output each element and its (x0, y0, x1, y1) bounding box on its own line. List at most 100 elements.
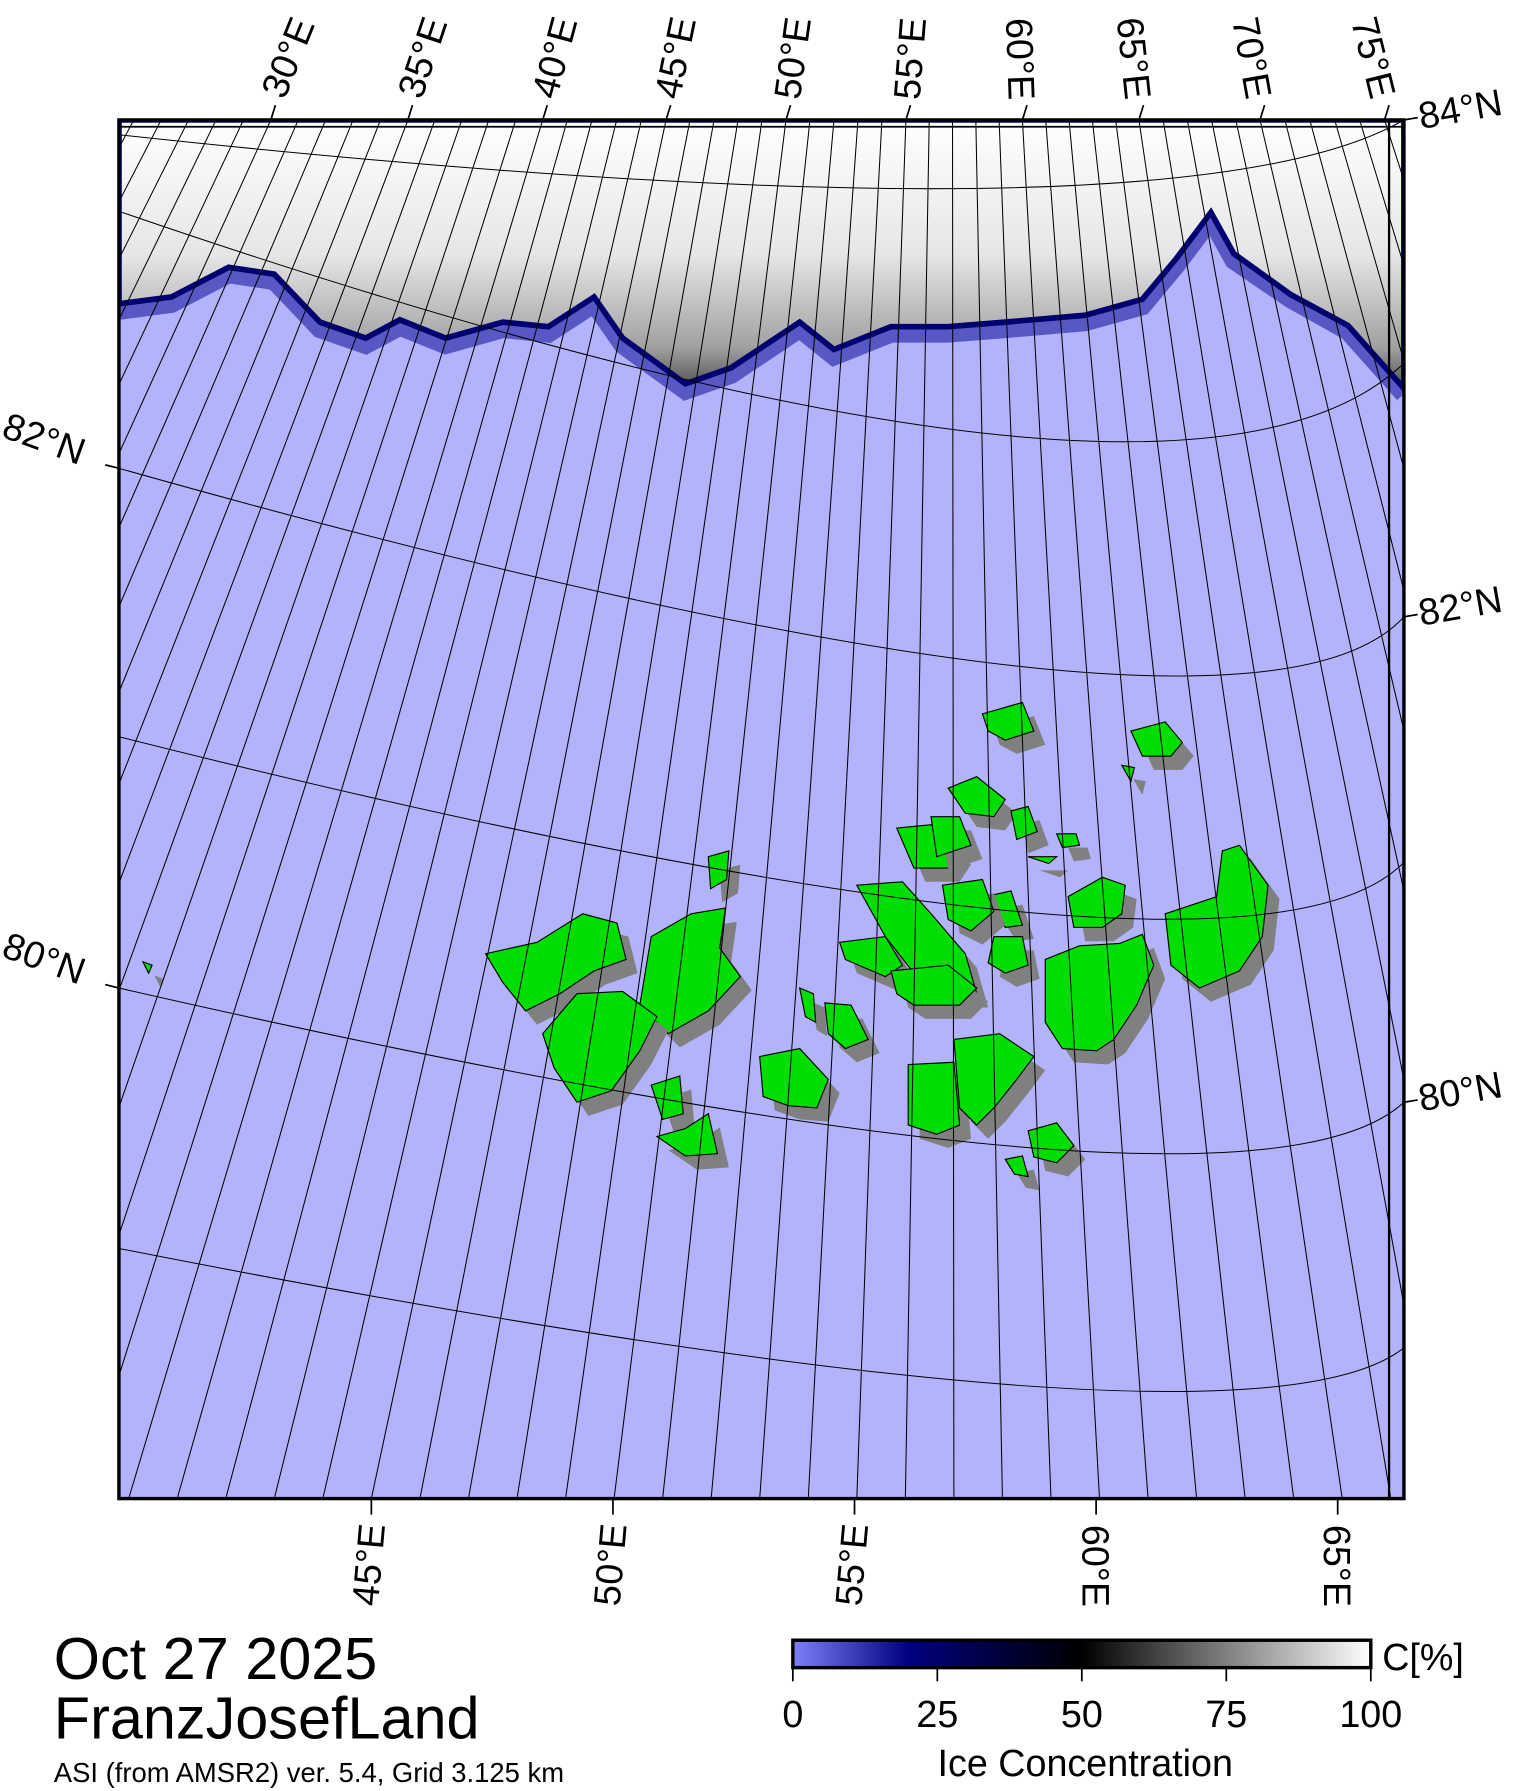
meridian-line (1509, 120, 1516, 1499)
top-lon-label: 55°E (886, 16, 934, 101)
top-lon-label: 30°E (253, 12, 323, 104)
colorbar-tick-label: 100 (1339, 1693, 1402, 1735)
lat-tick (1403, 1099, 1418, 1104)
island (1004, 1155, 1029, 1178)
meridian-line (1334, 119, 1404, 363)
top-lon-label: 35°E (389, 12, 455, 103)
island (798, 987, 817, 1024)
parallel-line (118, 119, 1404, 190)
meridian-line (118, 119, 135, 149)
meridian-line (1186, 119, 1404, 1308)
meridian-line (419, 119, 691, 1499)
meridian-line (1138, 119, 1343, 1499)
meridian-line (1235, 119, 1404, 894)
sea-ice-pack (118, 119, 1404, 393)
colorbar-gradient (791, 1638, 1373, 1670)
island (824, 1002, 870, 1050)
island (1010, 805, 1039, 841)
colorbar-tick-label: 75 (1205, 1693, 1247, 1735)
meridian-line (118, 119, 327, 609)
island (1027, 1122, 1075, 1164)
meridian-line (1259, 119, 1404, 733)
meridian-line (613, 119, 787, 1499)
island (947, 776, 1007, 818)
left-lat-label: 82°N (0, 404, 91, 472)
meridian-line (0, 120, 24, 1499)
island (907, 1061, 961, 1135)
island (1120, 764, 1136, 783)
meridian-line (118, 119, 517, 1378)
meridian-line (1045, 119, 1149, 1499)
island-shadow (1039, 870, 1069, 878)
meridian-line (118, 119, 381, 786)
meridian-line (1068, 119, 1198, 1499)
meridian-line (516, 119, 739, 1499)
meridian-line (467, 119, 715, 1499)
meridian-line (1162, 119, 1392, 1499)
meridian-line (370, 119, 667, 1499)
meridian-line (998, 119, 1052, 1499)
meridian-line (975, 119, 1003, 1499)
meridian-line (904, 119, 930, 1499)
meridian-line (1409, 120, 1516, 1499)
meridian-line (1021, 119, 1101, 1499)
parallel-line (118, 736, 1404, 920)
meridian-line (1211, 119, 1404, 1083)
bottom-lon-label: 55°E (827, 1522, 876, 1607)
map-region: FranzJosefLand (54, 1684, 480, 1751)
top-lon-label: 70°E (1224, 14, 1280, 102)
meridian-line (176, 119, 568, 1499)
meridian-line (322, 119, 642, 1499)
lon-tick (1138, 104, 1145, 121)
right-lat-label: 82°N (1415, 578, 1505, 634)
island (987, 936, 1029, 974)
island (930, 816, 972, 858)
lon-tick (1021, 104, 1028, 121)
meridian-line (118, 119, 299, 529)
lat-tick (1403, 613, 1418, 618)
lat-tick (105, 464, 120, 470)
island (707, 850, 730, 890)
island (759, 1047, 829, 1109)
meridian-line (273, 119, 618, 1499)
meridian-line (118, 119, 409, 885)
island (1027, 856, 1059, 865)
meridian-line (0, 120, 106, 1499)
meridian-line (118, 119, 463, 1109)
island (141, 960, 153, 975)
lat-tick (1403, 116, 1418, 121)
island (542, 990, 658, 1103)
lon-tick (1383, 104, 1390, 121)
island (1164, 844, 1269, 989)
meridian-line (1309, 119, 1404, 471)
bottom-lon-label: 45°E (344, 1522, 393, 1607)
parallel-line (118, 467, 1404, 677)
island-shadow (1068, 847, 1091, 862)
colorbar-tick-label: 50 (1061, 1693, 1103, 1735)
top-lon-label: 65°E (1109, 15, 1159, 101)
map-date: Oct 27 2025 (54, 1625, 378, 1692)
top-lon-label: 50°E (766, 14, 819, 101)
lon-tick (541, 104, 549, 121)
meridian-line (118, 119, 354, 694)
meridian-line (1484, 120, 1516, 1499)
island-shadow (1133, 778, 1146, 795)
top-lon-label: 60°E (998, 17, 1043, 101)
lon-tick (785, 104, 792, 121)
right-lat-label: 80°N (1415, 1063, 1505, 1119)
meridian-line (807, 119, 883, 1499)
colorbar-tick-label: 0 (782, 1693, 803, 1735)
meridian-line (118, 119, 436, 992)
right-lat-label: 84°N (1415, 81, 1505, 137)
graticule (0, 119, 1516, 1499)
lat-tick (105, 983, 120, 989)
meridian-line (118, 119, 272, 455)
meridian-line (128, 119, 544, 1499)
meridian-line (118, 119, 490, 1237)
bottom-lon-label: 65°E (1316, 1525, 1358, 1607)
meridian-line (856, 119, 907, 1499)
parallel-line (118, 1247, 1404, 1393)
island (650, 1075, 684, 1121)
meridian-line (0, 120, 52, 1499)
